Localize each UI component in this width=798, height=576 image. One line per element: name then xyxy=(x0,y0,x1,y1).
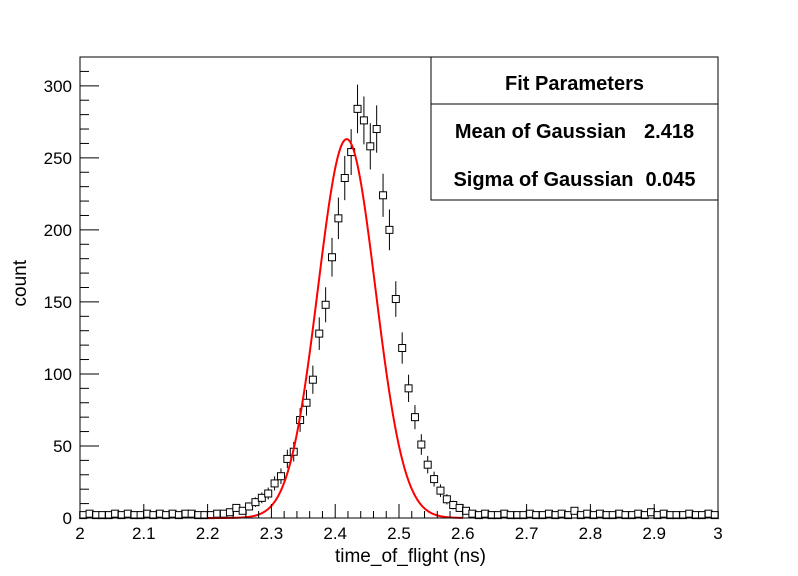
fit-parameters-box: Fit Parameters Mean of Gaussian 2.418 Sig… xyxy=(430,56,719,201)
data-point xyxy=(417,434,426,455)
y-axis-label: count xyxy=(10,259,31,306)
fit-parameters-frame xyxy=(430,56,719,201)
data-point xyxy=(372,105,381,153)
y-tick-label: 250 xyxy=(44,149,72,168)
data-marker xyxy=(442,495,451,504)
data-point xyxy=(238,506,247,515)
data-point xyxy=(308,365,317,394)
data-point xyxy=(442,494,451,505)
data-point xyxy=(340,155,349,201)
data-point xyxy=(321,287,330,323)
data-marker xyxy=(385,225,394,234)
data-point xyxy=(410,405,419,430)
data-marker xyxy=(436,486,445,495)
data-marker xyxy=(353,104,362,113)
y-tick-label: 200 xyxy=(44,221,72,240)
x-tick-label: 2.7 xyxy=(515,524,539,543)
data-marker xyxy=(379,191,388,200)
data-marker xyxy=(328,253,337,262)
y-tick-label: 50 xyxy=(53,437,72,456)
data-marker xyxy=(315,329,324,338)
y-tick-label: 150 xyxy=(44,293,72,312)
x-tick-label: 2.9 xyxy=(642,524,666,543)
data-marker xyxy=(264,489,273,498)
data-point xyxy=(570,506,579,515)
x-tick-label: 2.6 xyxy=(451,524,475,543)
data-marker xyxy=(276,472,285,481)
fit-parameter-sigma-label: Sigma of Gaussian xyxy=(453,169,633,191)
data-marker xyxy=(270,479,279,488)
data-marker xyxy=(430,475,439,484)
gaussian-fit-curve xyxy=(207,138,463,519)
data-point xyxy=(430,471,439,487)
x-tick-label: 2.3 xyxy=(260,524,284,543)
data-point xyxy=(257,492,266,504)
data-marker xyxy=(340,174,349,183)
x-tick-label: 2.4 xyxy=(323,524,347,543)
data-marker xyxy=(423,460,432,469)
fit-parameter-mean-label: Mean of Gaussian xyxy=(455,121,626,143)
data-marker xyxy=(321,300,330,309)
data-marker xyxy=(245,502,254,511)
fit-parameter-sigma-value: 0.045 xyxy=(646,169,696,191)
data-point xyxy=(359,96,368,145)
data-point xyxy=(353,84,362,134)
data-marker xyxy=(398,344,407,353)
x-tick-label: 3 xyxy=(713,524,722,543)
data-point xyxy=(251,497,260,507)
data-point xyxy=(264,487,273,500)
data-marker xyxy=(257,493,266,502)
fit-parameter-mean-value: 2.418 xyxy=(644,121,694,143)
data-marker xyxy=(372,125,381,134)
data-point xyxy=(334,197,343,240)
y-tick-label: 100 xyxy=(44,365,72,384)
y-tick-label: 300 xyxy=(44,77,72,96)
data-point xyxy=(385,209,394,251)
data-point xyxy=(379,173,388,217)
data-point xyxy=(276,468,285,484)
data-marker xyxy=(302,398,311,407)
fit-parameter-sigma: Sigma of Gaussian 0.045 xyxy=(453,169,695,191)
data-marker xyxy=(334,214,343,223)
data-marker xyxy=(308,375,317,384)
data-point xyxy=(347,129,356,176)
data-marker xyxy=(391,295,400,304)
data-point xyxy=(270,476,279,491)
data-marker xyxy=(251,498,260,507)
x-tick-label: 2.5 xyxy=(387,524,411,543)
data-marker xyxy=(404,384,413,393)
data-marker xyxy=(238,506,247,515)
fit-parameter-mean: Mean of Gaussian 2.418 xyxy=(455,121,694,143)
data-point xyxy=(245,502,254,511)
x-axis-label: time_of_flight (ns) xyxy=(335,546,486,567)
data-layer xyxy=(79,84,719,520)
y-tick-label: 0 xyxy=(63,509,72,528)
data-point xyxy=(436,484,445,497)
x-tick-label: 2.1 xyxy=(132,524,156,543)
data-point xyxy=(404,374,413,403)
x-tick-label: 2.2 xyxy=(196,524,220,543)
data-point xyxy=(423,455,432,474)
x-tick-label: 2.8 xyxy=(579,524,603,543)
data-marker xyxy=(359,116,368,125)
data-point xyxy=(398,332,407,364)
data-marker xyxy=(570,506,579,515)
data-point xyxy=(366,123,375,170)
data-point xyxy=(315,317,324,350)
fit-parameters-title: Fit Parameters xyxy=(505,73,644,95)
x-tick-label: 2 xyxy=(75,524,84,543)
data-marker xyxy=(417,440,426,449)
data-marker xyxy=(410,413,419,422)
data-point xyxy=(391,281,400,317)
axis-ticks: 2 2.1 2.2 2.3 2.4 2.5 2.6 2.7 2.8 2.9 3 0 50 100 150 20… xyxy=(44,70,723,543)
data-point xyxy=(328,237,337,277)
data-marker xyxy=(366,142,375,151)
